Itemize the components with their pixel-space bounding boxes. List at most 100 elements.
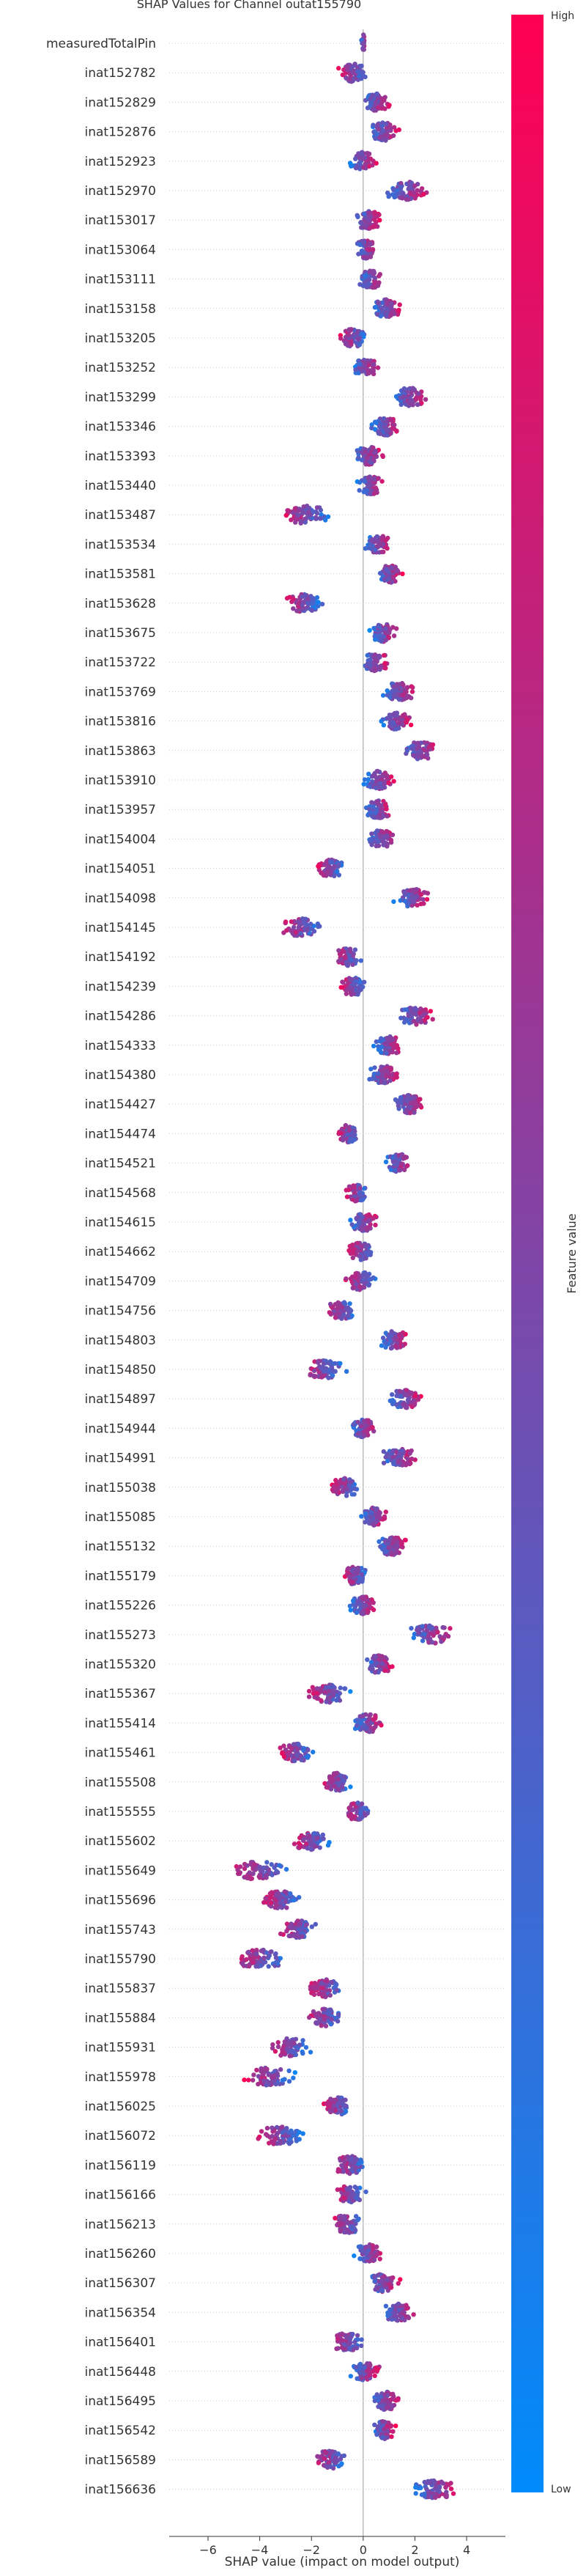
shap-point	[358, 1811, 363, 1815]
shap-point	[411, 753, 415, 757]
shap-point	[303, 1923, 308, 1927]
shap-point	[346, 1188, 351, 1192]
shap-point	[324, 1685, 328, 1690]
shap-point	[406, 197, 410, 202]
shap-point	[412, 1095, 417, 1100]
shap-point	[380, 453, 385, 457]
shap-point	[286, 1934, 291, 1938]
shap-point	[381, 537, 385, 541]
feature-points	[377, 1535, 408, 1556]
shap-point	[405, 1097, 409, 1101]
feature-points	[353, 358, 380, 376]
shap-point	[288, 1891, 292, 1896]
feature-points	[353, 1712, 384, 1734]
feature-points	[348, 1212, 379, 1233]
shap-point	[305, 928, 309, 932]
shap-point	[336, 1787, 341, 1792]
shap-point	[362, 250, 366, 254]
shap-point	[360, 1595, 364, 1600]
shap-point	[375, 312, 379, 317]
shap-point	[383, 666, 387, 670]
shap-point	[374, 1507, 378, 1512]
shap-point	[330, 2017, 334, 2021]
shap-point	[409, 1391, 414, 1396]
shap-point	[382, 1449, 386, 1454]
shap-point	[379, 719, 383, 724]
shap-point	[349, 978, 353, 982]
shap-point	[264, 2067, 268, 2071]
shap-point	[299, 1758, 303, 1762]
shap-point	[344, 1276, 348, 1281]
shap-point	[333, 1784, 337, 1789]
shap-point	[403, 891, 407, 895]
shap-point	[359, 1514, 363, 1518]
shap-point	[389, 838, 393, 842]
shap-point	[388, 1536, 393, 1540]
shap-point	[409, 1626, 413, 1630]
shap-point	[341, 1775, 346, 1779]
points-layer	[234, 32, 456, 2500]
shap-point	[319, 1981, 324, 1985]
shap-point	[329, 2022, 333, 2026]
shap-point	[357, 1578, 362, 1582]
shap-point	[379, 479, 384, 483]
shap-point	[316, 600, 320, 604]
shap-point	[246, 2078, 251, 2082]
shap-point	[332, 1484, 336, 1489]
shap-point	[362, 212, 366, 216]
shap-point	[301, 1837, 305, 1841]
shap-point	[283, 1748, 288, 1752]
shap-point	[379, 307, 384, 312]
shap-point	[312, 1369, 316, 1373]
shap-point	[363, 1256, 368, 1260]
shap-point	[358, 1431, 363, 1435]
shap-point	[317, 516, 322, 520]
shap-point	[281, 2078, 285, 2083]
shap-point	[377, 127, 381, 131]
shap-point	[373, 1724, 377, 1729]
shap-point	[245, 1875, 249, 1880]
feature-points	[393, 1093, 424, 1116]
shap-point	[384, 1051, 388, 1056]
shap-point	[422, 1632, 426, 1636]
shap-point	[392, 195, 396, 199]
feature-points	[362, 769, 396, 791]
shap-point	[335, 1988, 339, 1992]
shap-point	[341, 980, 345, 985]
shap-point	[393, 693, 397, 698]
shap-point	[352, 1285, 356, 1289]
shap-point	[280, 2047, 284, 2052]
shap-point	[366, 475, 371, 479]
shap-point	[336, 66, 341, 70]
shap-point	[357, 342, 362, 347]
shap-point	[292, 2050, 297, 2055]
shap-point	[329, 1980, 333, 1984]
shap-point	[440, 1625, 445, 1630]
shap-point	[382, 781, 387, 786]
shap-point	[385, 577, 390, 581]
shap-point	[371, 362, 376, 367]
shap-point	[379, 1068, 384, 1072]
feature-points	[355, 209, 382, 231]
shap-point	[366, 455, 370, 460]
shap-point	[402, 1020, 407, 1024]
shap-point	[294, 608, 299, 613]
shap-point	[415, 903, 420, 908]
shap-point	[400, 196, 404, 200]
shap-point	[377, 802, 381, 806]
shap-point	[347, 1128, 352, 1133]
shap-point	[383, 1042, 387, 1046]
shap-point	[402, 1007, 407, 1012]
shap-point	[379, 809, 384, 814]
shap-point	[387, 1078, 392, 1083]
shap-point	[304, 2045, 308, 2050]
shap-point	[425, 752, 429, 757]
shap-point	[311, 2009, 316, 2014]
shap-point	[372, 218, 377, 222]
shap-point	[383, 661, 387, 666]
shap-point	[385, 1036, 389, 1040]
shap-point	[334, 1698, 338, 1702]
shap-point	[341, 1135, 345, 1139]
shap-point	[248, 1870, 252, 1874]
feature-points	[388, 1388, 423, 1410]
